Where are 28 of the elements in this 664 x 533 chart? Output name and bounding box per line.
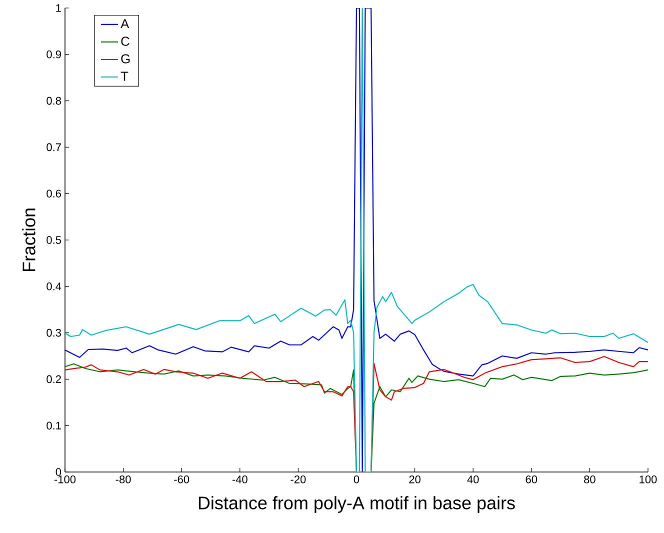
y-tick-label: 0	[56, 468, 62, 476]
y-tick-label: 0.8	[46, 96, 62, 105]
legend-label: G	[121, 54, 130, 64]
x-tick-label: -40	[232, 476, 248, 484]
x-tick-label: 60	[526, 476, 538, 484]
legend-label: C	[121, 36, 130, 46]
x-axis-title: Distance from poly-A motif in base pairs	[198, 496, 515, 513]
y-tick-label: 0.1	[46, 422, 61, 430]
x-tick-label: 0	[354, 476, 360, 484]
y-axis-title: Fraction	[22, 208, 36, 272]
x-tick-label: 40	[467, 476, 479, 484]
x-tick-label: -100	[54, 476, 76, 484]
legend-label: T	[120, 72, 128, 81]
y-tick-label: 0.9	[46, 50, 61, 58]
y-tick-label: 0.5	[46, 236, 62, 244]
y-tick-label: 0.7	[46, 143, 61, 152]
x-tick-label: 100	[640, 476, 657, 484]
y-tick-label: 0.3	[46, 328, 62, 337]
y-tick-label: 0.4	[46, 282, 62, 290]
x-tick-label: 20	[409, 476, 420, 484]
x-tick-label: -60	[174, 476, 190, 484]
legend-label: A	[120, 19, 130, 28]
x-tick-label: -80	[116, 476, 131, 484]
y-tick-label: 1	[56, 4, 61, 12]
y-tick-label: 0.6	[46, 190, 62, 198]
x-tick-label: 80	[584, 476, 596, 484]
y-tick-label: 0.2	[46, 375, 61, 384]
x-tick-label: -20	[290, 476, 306, 484]
